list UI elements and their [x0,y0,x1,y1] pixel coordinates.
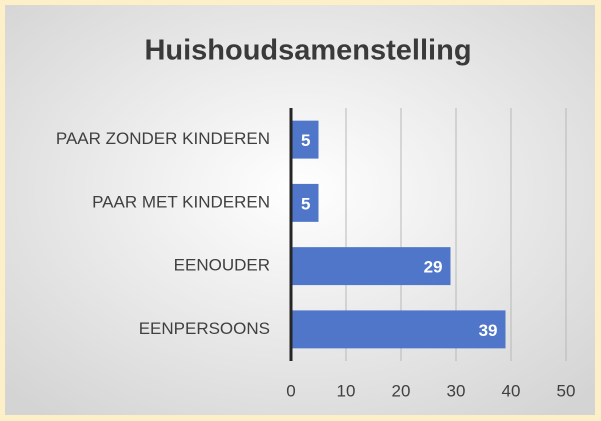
x-tick-label: 0 [286,381,295,400]
x-tick-label: 10 [337,381,356,400]
data-label: 5 [301,131,310,150]
x-tick-label: 40 [502,381,521,400]
y-tick-label: EENOUDER [174,256,270,275]
x-tick-label: 30 [447,381,466,400]
data-label: 39 [479,321,498,340]
y-tick-label: PAAR MET KINDEREN [92,192,270,211]
x-tick-label: 50 [557,381,576,400]
data-label: 29 [424,258,443,277]
data-label: 5 [301,194,310,213]
bar [291,310,506,349]
bar [291,120,319,159]
bar [291,183,319,222]
chart-title: Huishoudsamenstelling [144,35,471,67]
x-tick-label: 20 [392,381,411,400]
y-tick-label: PAAR ZONDER KINDEREN [56,129,270,148]
y-tick-label: EENPERSOONS [139,319,270,338]
bar [291,247,451,286]
